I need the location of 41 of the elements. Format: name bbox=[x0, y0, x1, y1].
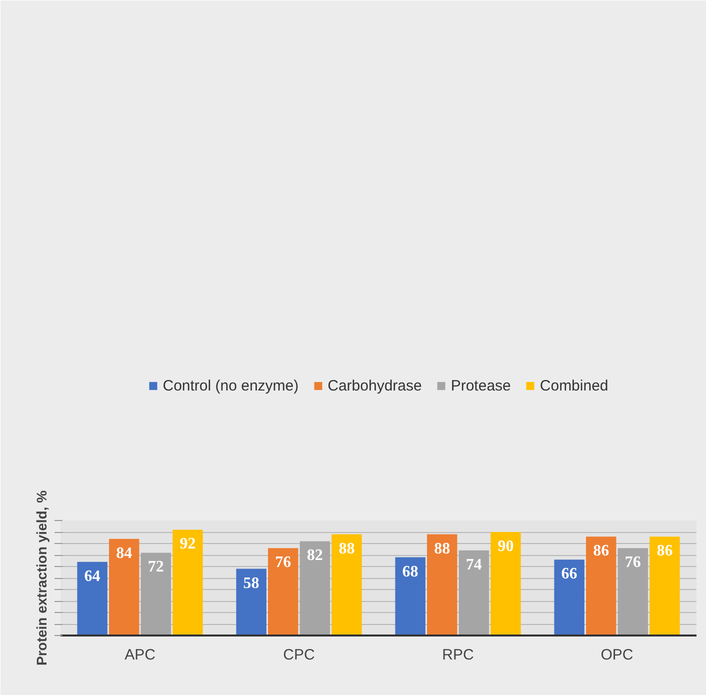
y-axis-title: Protein extraction yield, % bbox=[34, 490, 50, 666]
legend-label: Protease bbox=[450, 377, 511, 394]
bar bbox=[77, 562, 108, 636]
data-label: 86 bbox=[593, 542, 610, 560]
data-label: 82 bbox=[306, 547, 323, 564]
bar bbox=[108, 538, 140, 636]
bar bbox=[426, 534, 458, 636]
data-label: 86 bbox=[656, 542, 673, 560]
data-label: 64 bbox=[84, 568, 100, 585]
bar bbox=[172, 530, 203, 636]
bar bbox=[300, 541, 330, 636]
bar bbox=[490, 532, 521, 636]
x-tick-label: RPC bbox=[442, 646, 474, 664]
data-label: 88 bbox=[434, 540, 450, 558]
data-label: 58 bbox=[243, 574, 260, 592]
bar bbox=[236, 568, 266, 636]
data-label: 72 bbox=[148, 558, 164, 576]
legend-label: Combined bbox=[540, 377, 608, 394]
data-label: 84 bbox=[116, 544, 132, 562]
x-tick-label: OPC bbox=[600, 646, 634, 664]
bar bbox=[268, 548, 298, 636]
data-label: 88 bbox=[338, 540, 355, 558]
bar bbox=[395, 557, 426, 636]
x-tick-label: CPC bbox=[283, 646, 315, 664]
bar bbox=[554, 560, 584, 636]
data-label: 76 bbox=[275, 554, 292, 572]
data-label: 76 bbox=[624, 554, 641, 572]
bar bbox=[140, 552, 172, 636]
data-label: 66 bbox=[561, 566, 578, 583]
data-label: 92 bbox=[180, 536, 196, 553]
bar bbox=[458, 550, 490, 636]
bar bbox=[332, 534, 362, 636]
bar bbox=[586, 536, 616, 636]
data-label: 90 bbox=[498, 538, 514, 555]
x-tick-label: APC bbox=[124, 646, 156, 664]
legend-label: Control (no enzyme) bbox=[162, 377, 299, 394]
data-label: 68 bbox=[402, 563, 418, 580]
legend-label: Carbohydrase bbox=[328, 377, 422, 394]
data-label: 74 bbox=[466, 556, 482, 574]
bar bbox=[650, 536, 680, 636]
bar bbox=[618, 548, 648, 636]
